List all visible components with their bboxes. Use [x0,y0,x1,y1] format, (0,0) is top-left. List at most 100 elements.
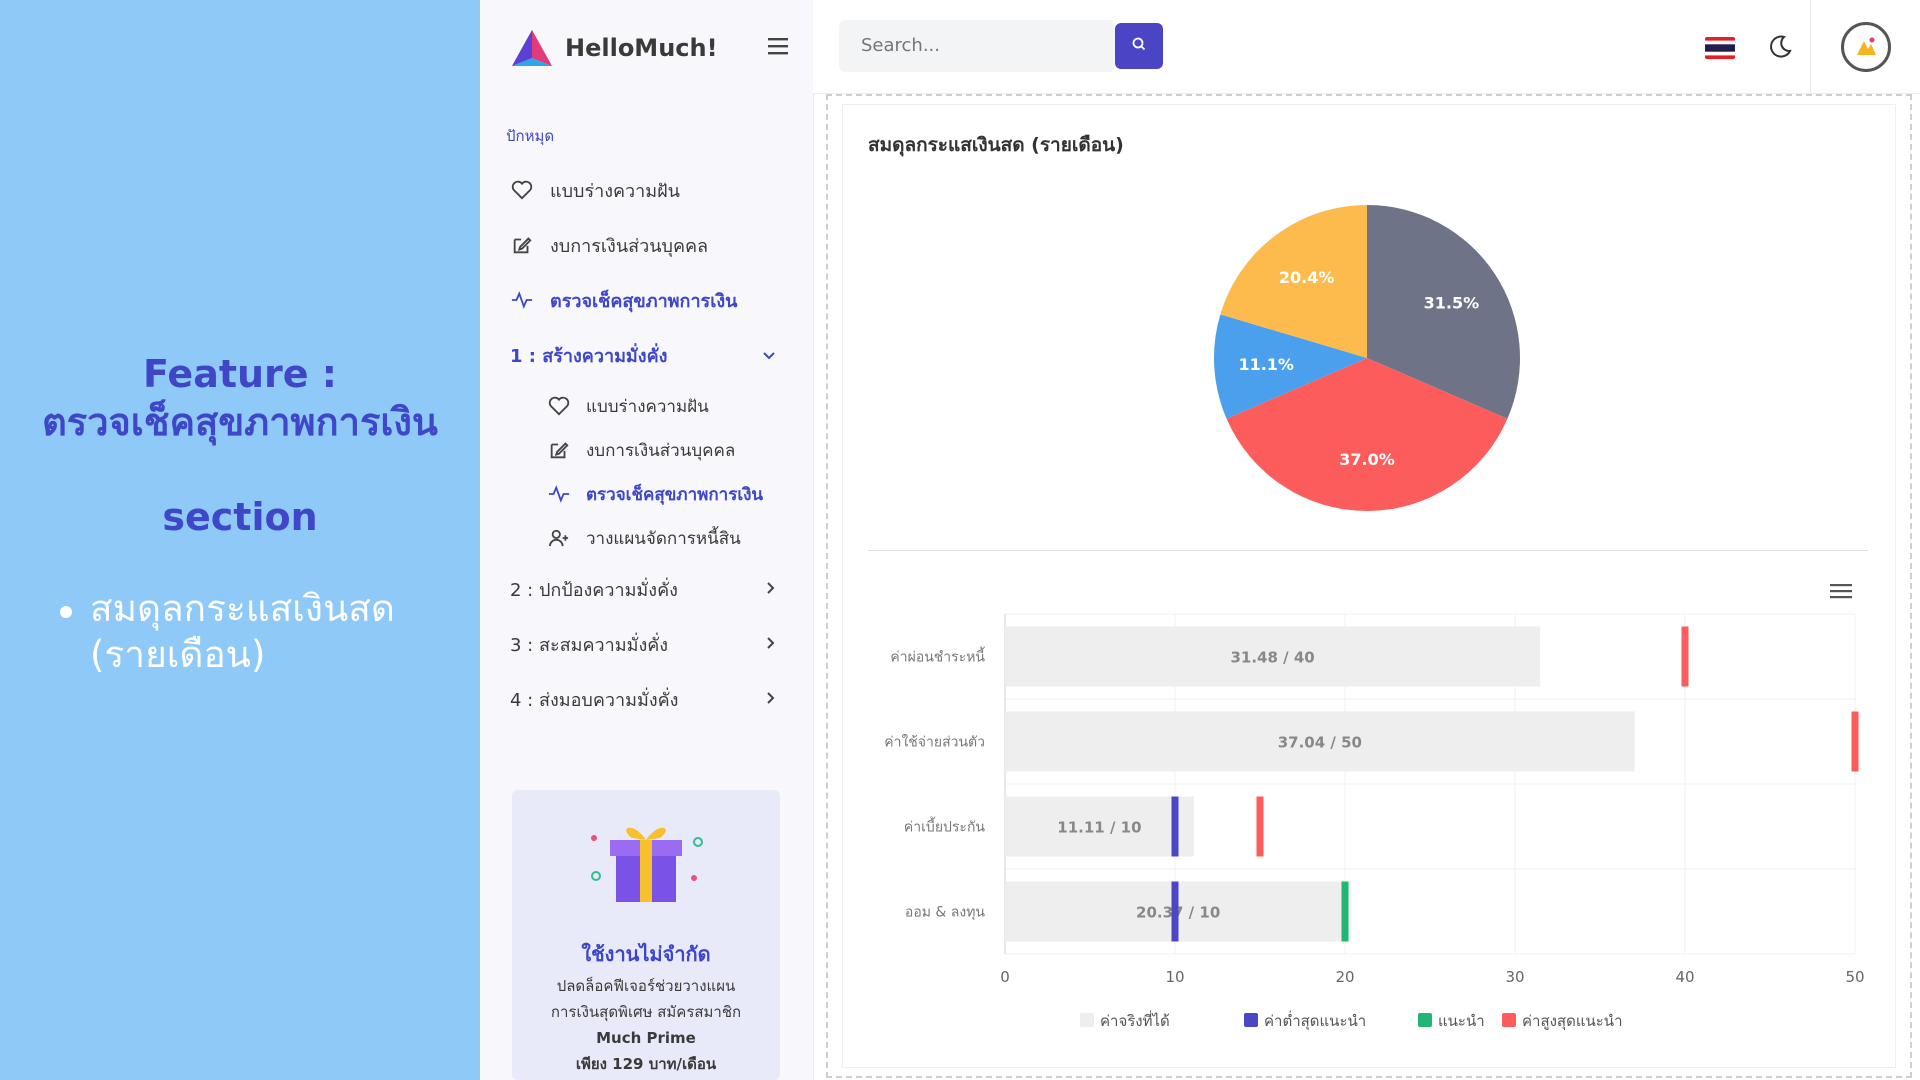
menu-toggle-icon[interactable] [768,36,790,60]
chevron-right-icon [766,689,776,710]
pinned-item-dream-draft[interactable]: แบบร่างความฝัน [510,175,680,205]
actual-bar[interactable] [1005,796,1194,857]
premium-promo-card[interactable]: ใช้งานไม่จำกัด ปลดล็อคฟีเจอร์ช่วยวางแผน … [512,790,780,1080]
pie-slice[interactable] [1214,314,1367,419]
feature-title-line2: ตรวจเช็คสุขภาพการเงิน [42,400,438,444]
pinned-item-personal-statement[interactable]: งบการเงินส่วนบุคคล [510,230,708,260]
pie-slice[interactable] [1367,205,1520,419]
x-tick-label: 20 [1335,968,1354,986]
chevron-down-icon [762,345,776,366]
x-tick-label: 0 [1000,968,1010,986]
category-label: ค่าผ่อนชำระหนี้ [890,647,985,666]
category-label: ออม & ลงทุน [905,905,986,921]
bar-data-label: 11.11 / 10 [1057,819,1141,837]
promo-line: การเงินสุดพิเศษ สมัครสมาชิก [550,1003,742,1021]
top-bar [813,0,1920,94]
feature-title: Feature : ตรวจเช็คสุขภาพการเงิน [0,350,480,446]
gift-icon [582,812,710,912]
x-tick-label: 40 [1675,968,1694,986]
bar-data-label: 31.48 / 40 [1230,649,1314,667]
promo-body: ปลดล็อคฟีเจอร์ช่วยวางแผน การเงินสุดพิเศษ… [522,973,770,1077]
category-label: ค่าเบี้ยประกัน [904,817,986,836]
actual-bar[interactable] [1005,626,1541,687]
chevron-right-icon [766,579,776,600]
group-label: 3 : สะสมความมั่งคั่ง [510,634,669,656]
sidebar: HelloMuch! ปักหมุด แบบร่างความฝัน งบการเ… [480,0,814,1080]
pie-slice[interactable] [1220,205,1367,358]
pie-label: 11.1% [1238,355,1294,374]
pie-label: 20.4% [1279,268,1335,287]
legend-swatch[interactable] [1418,1013,1432,1027]
min-recommended-marker[interactable] [1171,796,1179,857]
pie-slice[interactable] [1226,358,1508,511]
legend-label[interactable]: ค่าต่ำสุดแนะนำ [1264,1010,1366,1030]
sub-item-health-check[interactable]: ตรวจเช็คสุขภาพการเงิน [548,480,763,508]
activity-icon [510,288,534,312]
group-transfer-wealth[interactable]: 4 : ส่งมอบความมั่งคั่ง [510,684,776,714]
legend-label[interactable]: แนะนำ [1438,1012,1485,1030]
legend-label[interactable]: ค่าสูงสุดแนะนำ [1522,1012,1623,1030]
bullet-text: สมดุลกระแสเงินสด (รายเดือน) [90,587,395,676]
promo-line: เพียง 129 บาท/เดือน [575,1055,717,1073]
pie-label: 37.0% [1339,450,1395,469]
pie-chart: 31.5% 37.0% 11.1% 20.4% [1214,205,1520,511]
chart-menu-icon[interactable] [1830,582,1852,604]
pinned-item-health-check[interactable]: ตรวจเช็คสุขภาพการเงิน [510,285,737,315]
sub-label: ตรวจเช็คสุขภาพการเงิน [586,484,764,505]
search-box [839,20,1115,72]
legend-swatch[interactable] [1502,1013,1516,1027]
promo-line: ปลดล็อคฟีเจอร์ช่วยวางแผน [556,977,736,995]
sub-label: งบการเงินส่วนบุคคล [586,440,736,461]
avatar[interactable] [1841,22,1891,72]
max-recommended-marker[interactable] [1851,711,1859,772]
legend-label[interactable]: ค่าจริงที่ได้ [1100,1010,1170,1030]
chart-divider [868,550,1868,551]
group-build-wealth[interactable]: 1 : สร้างความมั่งคั่ง [510,340,776,370]
slide-panel: Feature : ตรวจเช็คสุขภาพการเงิน section … [0,0,480,1080]
group-label: 1 : สร้างความมั่งคั่ง [510,345,668,367]
sub-item-debt-plan[interactable]: วางแผนจัดการหนี้สิน [548,524,741,552]
section-label: section [162,495,318,539]
pie-label: 31.5% [1424,294,1480,313]
nav-label: แบบร่างความฝัน [550,180,680,202]
x-tick-label: 30 [1505,968,1524,986]
bar-data-label: 37.04 / 50 [1278,734,1362,752]
search-input[interactable] [859,34,1093,57]
x-tick-label: 10 [1165,968,1184,986]
bar-chart: 0 10 20 30 40 50 ค่าผ่อนชำระหนี้ 31.48 / 40 ค่าใ… [884,613,1865,1030]
group-label: 4 : ส่งมอบความมั่งคั่ง [510,689,679,711]
logo-icon[interactable] [510,28,554,72]
group-accumulate-wealth[interactable]: 3 : สะสมความมั่งคั่ง [510,629,776,659]
min-recommended-marker[interactable] [1171,881,1179,942]
bullet-dot [60,606,72,618]
sub-item-dream-draft[interactable]: แบบร่างความฝัน [548,392,709,420]
activity-icon [548,483,570,505]
group-protect-wealth[interactable]: 2 : ปกป้องความมั่งคั่ง [510,574,776,604]
recommended-marker[interactable] [1341,881,1349,942]
max-recommended-marker[interactable] [1681,626,1689,687]
x-tick-label: 50 [1845,968,1864,986]
moon-icon[interactable] [1767,34,1793,64]
nav-label: งบการเงินส่วนบุคคล [550,235,709,257]
feature-title-line1: Feature : [143,352,337,396]
sub-label: วางแผนจัดการหนี้สิน [586,528,741,549]
category-label: ค่าใช้จ่ายส่วนตัว [884,734,985,751]
heart-icon [548,395,570,417]
search-icon [1131,36,1147,56]
thai-flag-icon[interactable] [1705,37,1735,59]
user-menu[interactable] [1810,0,1920,93]
legend-swatch[interactable] [1080,1013,1094,1027]
legend-swatch[interactable] [1244,1013,1258,1027]
search-button[interactable] [1115,23,1163,69]
actual-bar[interactable] [1005,711,1635,772]
edit-icon [548,439,570,461]
group-label: 2 : ปกป้องความมั่งคั่ง [510,579,678,601]
max-recommended-marker[interactable] [1256,796,1264,857]
sub-item-personal-statement[interactable]: งบการเงินส่วนบุคคล [548,436,735,464]
edit-icon [510,233,534,257]
promo-title: ใช้งานไม่จำกัด [581,942,711,966]
brand-name[interactable]: HelloMuch! [565,34,718,62]
content-area [826,94,1912,1078]
card-title: สมดุลกระแสเงินสด (รายเดือน) [868,134,1124,156]
pinned-caption: ปักหมุด [506,127,555,145]
